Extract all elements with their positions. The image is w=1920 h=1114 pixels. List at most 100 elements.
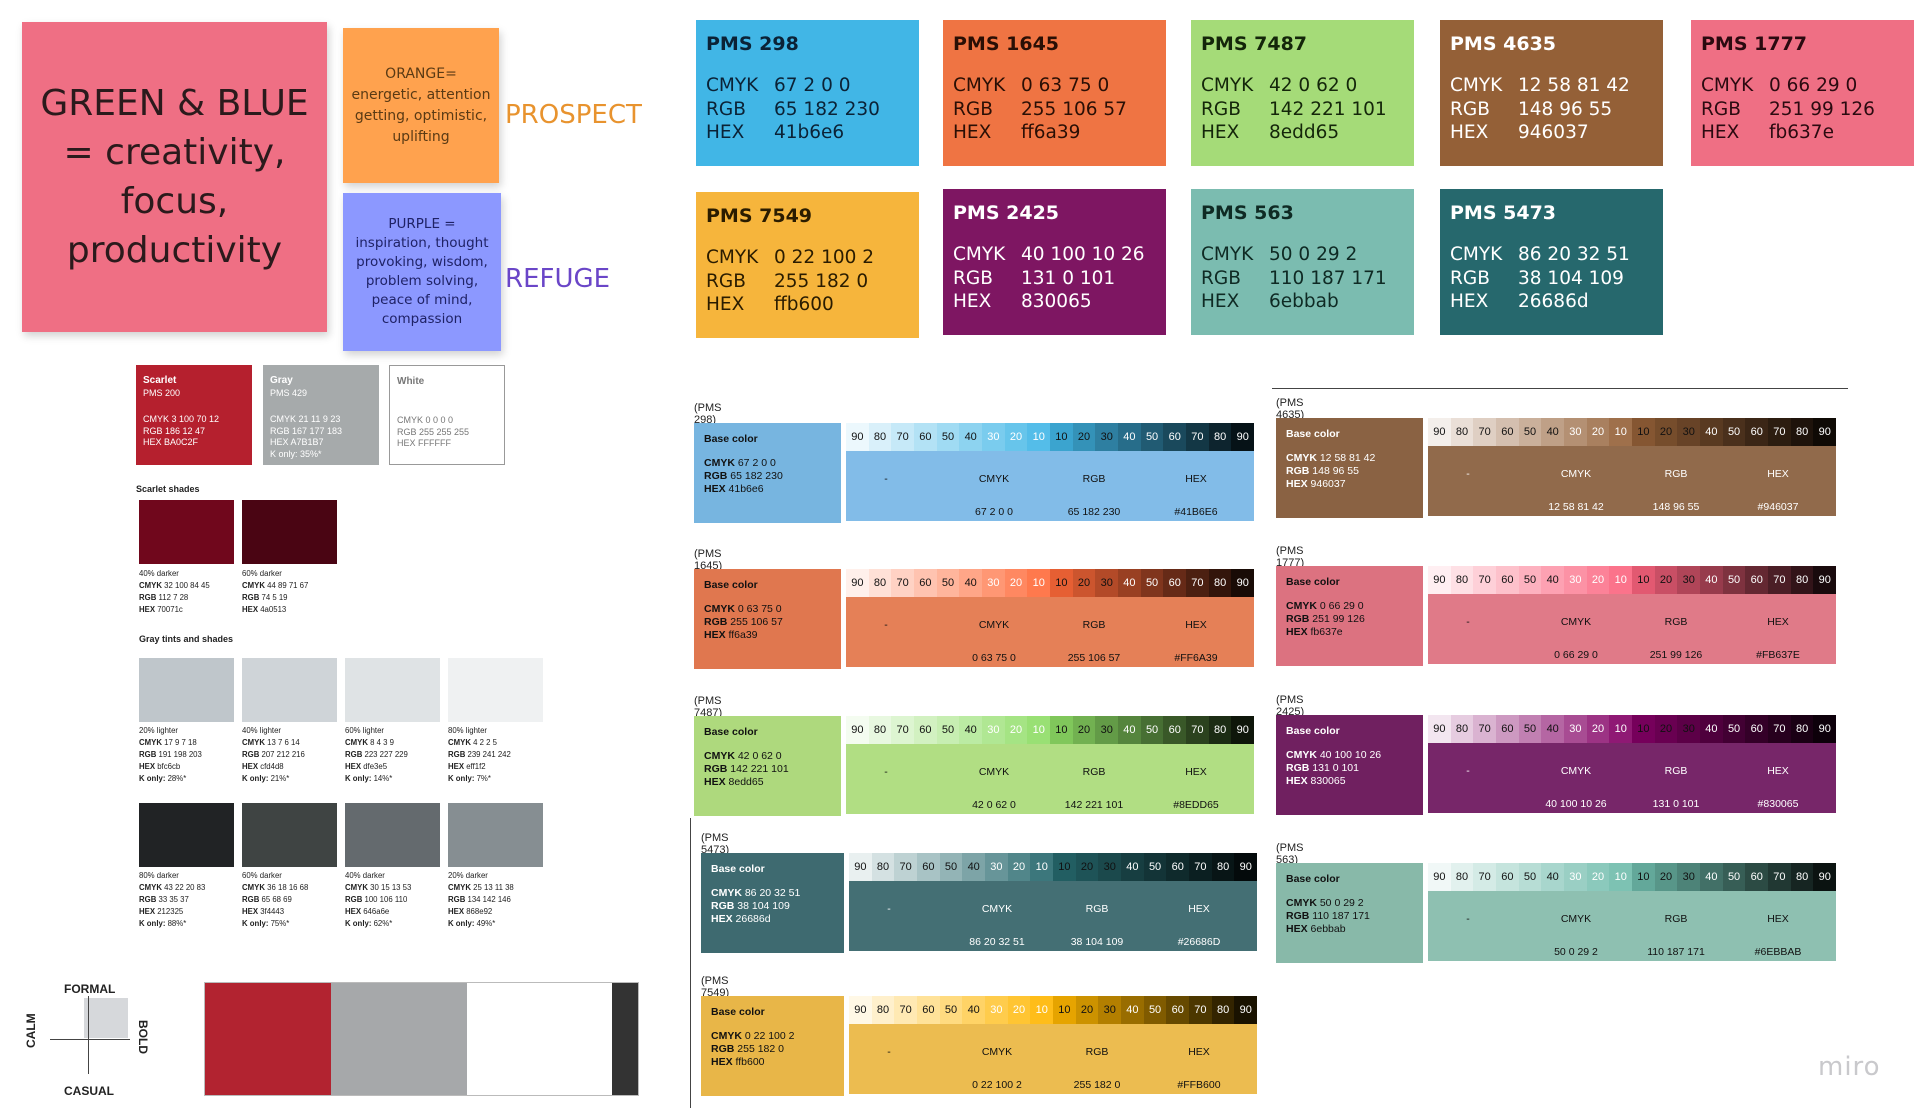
palette-step[interactable]: 70 [1473, 418, 1497, 446]
palette-step[interactable]: 50 [1518, 566, 1542, 594]
swatch-scarlet-60darker[interactable] [242, 500, 337, 564]
sticky-note-purple[interactable]: PURPLE = inspiration, thought provoking,… [343, 193, 501, 351]
palette-step[interactable]: 80 [1211, 996, 1235, 1024]
palette-step[interactable]: 40 [1700, 418, 1723, 446]
palette-step[interactable]: 50 [939, 996, 963, 1024]
palette-step[interactable]: 40 [1121, 996, 1144, 1024]
palette-step[interactable]: 20 [1075, 996, 1099, 1024]
palette-step[interactable]: 70 [1186, 423, 1209, 451]
palette-step[interactable]: 40 [1541, 418, 1565, 446]
palette-step[interactable]: 10 [1609, 418, 1633, 446]
palette-step[interactable]: 30 [985, 853, 1008, 881]
palette-step[interactable]: 70 [1189, 853, 1212, 881]
palette-step[interactable]: 60 [1166, 996, 1190, 1024]
palette-step[interactable]: 90 [1428, 715, 1451, 743]
palette-step[interactable]: 10 [1030, 996, 1054, 1024]
palette-step[interactable]: 90 [1231, 716, 1255, 744]
palette-step[interactable]: 50 [939, 853, 963, 881]
palette-step[interactable]: 90 [1234, 996, 1258, 1024]
brand-card-white[interactable]: White CMYK 0 0 0 0 RGB 255 255 255 HEX FFFF… [389, 365, 505, 465]
palette-step[interactable]: 10 [1027, 423, 1051, 451]
palette-step[interactable]: 50 [936, 423, 960, 451]
brand-color-bar[interactable] [204, 982, 639, 1096]
color-bar-segment[interactable] [612, 983, 638, 1095]
swatch-gray-40darker[interactable] [345, 803, 440, 867]
palette-step[interactable]: 90 [1813, 566, 1837, 594]
palette-step[interactable]: 60 [917, 996, 940, 1024]
palette-step[interactable]: 90 [846, 423, 869, 451]
palette-tint-strip[interactable]: 90 80 70 60 50 40 30 20 10 10 20 30 40 50 60 70 80 90 [846, 716, 1255, 744]
palette-step[interactable]: 40 [1541, 566, 1565, 594]
palette-tint-strip[interactable]: 90 80 70 60 50 40 30 20 10 10 20 30 40 50 60 70 80 90 [846, 569, 1255, 597]
palette-step[interactable]: 40 [959, 716, 983, 744]
palette-step[interactable]: 90 [849, 853, 872, 881]
palette-base-color[interactable]: Base color CMYK 0 66 29 0 RGB 251 99 126 HE… [1276, 566, 1423, 666]
palette-step[interactable]: 50 [1140, 423, 1164, 451]
palette-step[interactable]: 30 [1564, 566, 1587, 594]
palette-step[interactable]: 50 [1722, 863, 1746, 891]
palette-step[interactable]: 70 [891, 423, 915, 451]
palette-step[interactable]: 80 [1450, 715, 1474, 743]
palette-step[interactable]: 50 [1722, 715, 1746, 743]
palette-step[interactable]: 60 [914, 716, 937, 744]
palette-step[interactable]: 20 [1072, 423, 1096, 451]
palette-step[interactable]: 50 [1518, 418, 1542, 446]
label-prospect[interactable]: PROSPECT [505, 100, 642, 130]
palette-step[interactable]: 10 [1027, 569, 1051, 597]
palette-step[interactable]: 10 [1030, 853, 1054, 881]
palette-step[interactable]: 10 [1632, 715, 1655, 743]
palette-base-color[interactable]: Base color CMYK 67 2 0 0 RGB 65 182 230 HEX… [694, 423, 841, 523]
palette-step[interactable]: 50 [1722, 566, 1746, 594]
palette-step[interactable]: 40 [1118, 423, 1141, 451]
label-refuge[interactable]: REFUGE [505, 264, 611, 294]
palette-step[interactable]: 40 [1541, 715, 1565, 743]
palette-base-color[interactable]: Base color CMYK 12 58 81 42 RGB 148 96 55 H… [1276, 418, 1423, 518]
palette-step[interactable]: 60 [1166, 853, 1190, 881]
pms-card-pms-7549[interactable]: PMS 7549 CMYK 0 22 100 2 RGB 255 182 0 HEX ffb… [696, 192, 919, 338]
palette-step[interactable]: 70 [891, 569, 915, 597]
palette-step[interactable]: 30 [982, 423, 1005, 451]
palette-step[interactable]: 30 [1564, 863, 1587, 891]
palette-step[interactable]: 80 [871, 996, 895, 1024]
palette-step[interactable]: 70 [894, 853, 918, 881]
brand-card-gray[interactable]: Gray PMS 429 CMYK 21 11 9 23 RGB 167 177 18… [263, 365, 379, 465]
palette-step[interactable]: 60 [1163, 423, 1187, 451]
brand-card-scarlet[interactable]: Scarlet PMS 200 CMYK 3 100 70 12 RGB 186 12… [136, 365, 252, 465]
palette-tint-strip[interactable]: 90 80 70 60 50 40 30 20 10 10 20 30 40 50 60 70 80 90 [1428, 715, 1837, 743]
palette-step[interactable]: 60 [914, 423, 937, 451]
palette-step[interactable]: 90 [846, 716, 869, 744]
palette-step[interactable]: 70 [891, 716, 915, 744]
palette-step[interactable]: 70 [1768, 566, 1791, 594]
palette-step[interactable]: 80 [1211, 853, 1235, 881]
palette-base-color[interactable]: Base color CMYK 0 22 100 2 RGB 255 182 0 HE… [701, 996, 844, 1096]
palette-step[interactable]: 50 [1518, 715, 1542, 743]
palette-step[interactable]: 70 [1768, 418, 1791, 446]
palette-step[interactable]: 80 [1790, 566, 1814, 594]
palette-step[interactable]: 80 [1450, 566, 1474, 594]
palette-step[interactable]: 10 [1632, 566, 1655, 594]
swatch-gray-60lighter[interactable] [345, 658, 440, 722]
palette-tint-strip[interactable]: 90 80 70 60 50 40 30 20 10 10 20 30 40 50 60 70 80 90 [849, 853, 1258, 881]
palette-step[interactable]: 10 [1050, 716, 1073, 744]
pms-card-pms-7487[interactable]: PMS 7487 CMYK 42 0 62 0 RGB 142 221 101 HEX 8e… [1191, 20, 1414, 166]
palette-step[interactable]: 90 [846, 569, 869, 597]
palette-step[interactable]: 60 [1745, 715, 1769, 743]
palette-step[interactable]: 80 [871, 853, 895, 881]
palette-step[interactable]: 10 [1050, 569, 1073, 597]
sticky-note-green-blue[interactable]: GREEN & BLUE = creativity, focus, produc… [22, 22, 327, 332]
palette-step[interactable]: 20 [1586, 418, 1610, 446]
palette-step[interactable]: 20 [1007, 853, 1031, 881]
palette-step[interactable]: 30 [1677, 863, 1701, 891]
palette-step[interactable]: 60 [1496, 566, 1519, 594]
palette-step[interactable]: 10 [1609, 566, 1633, 594]
palette-step[interactable]: 20 [1654, 418, 1678, 446]
palette-tint-strip[interactable]: 90 80 70 60 50 40 30 20 10 10 20 30 40 50 60 70 80 90 [1428, 863, 1837, 891]
palette-step[interactable]: 50 [1722, 418, 1746, 446]
palette-step[interactable]: 80 [1790, 418, 1814, 446]
palette-step[interactable]: 40 [959, 569, 983, 597]
palette-step[interactable]: 20 [1075, 853, 1099, 881]
palette-base-color[interactable]: Base color CMYK 0 63 75 0 RGB 255 106 57 HE… [694, 569, 841, 669]
palette-step[interactable]: 80 [1208, 716, 1232, 744]
palette-step[interactable]: 20 [1004, 423, 1028, 451]
